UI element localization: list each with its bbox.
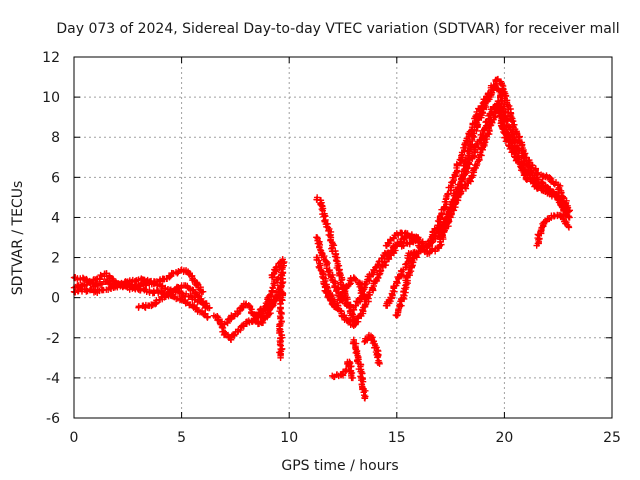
point-marker bbox=[315, 243, 323, 251]
point-marker bbox=[458, 152, 465, 159]
point-marker bbox=[403, 273, 410, 280]
point-marker bbox=[153, 287, 161, 294]
x-tick-label: 15 bbox=[388, 430, 406, 446]
series-track-22 bbox=[436, 101, 573, 241]
point-marker bbox=[351, 275, 359, 282]
point-marker bbox=[561, 202, 568, 210]
point-marker bbox=[513, 130, 520, 138]
y-tick-label: -2 bbox=[46, 331, 60, 347]
point-marker bbox=[265, 292, 273, 300]
point-marker bbox=[204, 314, 211, 321]
point-marker bbox=[377, 267, 385, 274]
point-marker bbox=[204, 304, 211, 311]
point-marker bbox=[239, 304, 246, 311]
point-marker bbox=[444, 190, 452, 197]
point-marker bbox=[431, 225, 438, 232]
point-marker bbox=[467, 141, 475, 148]
point-marker bbox=[374, 274, 382, 281]
point-marker bbox=[269, 271, 276, 279]
y-tick-label: 12 bbox=[42, 50, 60, 66]
point-marker bbox=[508, 117, 516, 125]
x-tick-label: 25 bbox=[603, 430, 621, 446]
point-marker bbox=[277, 354, 284, 362]
series-track-18 bbox=[392, 250, 422, 319]
point-marker bbox=[406, 240, 413, 248]
point-marker bbox=[361, 296, 368, 303]
point-marker bbox=[529, 174, 536, 182]
series-track-17 bbox=[382, 254, 413, 309]
point-marker bbox=[440, 204, 448, 212]
point-marker bbox=[86, 279, 94, 286]
series-track-10 bbox=[313, 194, 422, 325]
point-marker bbox=[168, 288, 175, 295]
point-marker bbox=[400, 242, 407, 249]
series-track-13 bbox=[320, 274, 369, 312]
data-points bbox=[70, 75, 574, 402]
point-marker bbox=[462, 155, 470, 163]
y-tick-label: 8 bbox=[51, 130, 60, 146]
series-track-14 bbox=[329, 358, 357, 382]
point-marker bbox=[231, 331, 238, 339]
y-axis-label: SDTVAR / TECUs bbox=[10, 181, 26, 296]
series-track-4 bbox=[135, 282, 211, 312]
point-marker bbox=[377, 268, 384, 275]
y-tick-label: 6 bbox=[51, 170, 60, 186]
point-marker bbox=[338, 276, 346, 283]
y-tick-label: 0 bbox=[51, 291, 60, 307]
x-tick-label: 20 bbox=[495, 430, 513, 446]
point-marker bbox=[436, 233, 444, 240]
x-tick-label: 5 bbox=[177, 430, 186, 446]
point-marker bbox=[403, 260, 411, 268]
point-marker bbox=[366, 277, 373, 284]
point-marker bbox=[348, 374, 355, 382]
x-tick-label: 10 bbox=[280, 430, 298, 446]
point-marker bbox=[329, 248, 336, 255]
point-marker bbox=[490, 86, 498, 93]
chart-title: Day 073 of 2024, Sidereal Day-to-day VTE… bbox=[56, 21, 619, 37]
point-marker bbox=[384, 249, 391, 257]
y-tick-label: -4 bbox=[46, 371, 60, 387]
point-marker bbox=[354, 318, 362, 325]
point-marker bbox=[199, 288, 207, 295]
point-marker bbox=[373, 277, 381, 285]
y-tick-label: 2 bbox=[51, 251, 60, 267]
series-track-15 bbox=[349, 336, 369, 402]
point-marker bbox=[342, 287, 349, 295]
y-tick-label: 10 bbox=[42, 90, 60, 106]
point-marker bbox=[526, 173, 533, 181]
point-marker bbox=[464, 148, 471, 155]
point-marker bbox=[199, 301, 207, 308]
series-track-11 bbox=[313, 234, 422, 314]
point-marker bbox=[366, 289, 373, 296]
point-marker bbox=[97, 271, 104, 279]
point-marker bbox=[371, 344, 378, 351]
point-marker bbox=[499, 85, 506, 92]
point-marker bbox=[390, 283, 398, 290]
x-tick-label: 0 bbox=[70, 430, 79, 446]
point-marker bbox=[376, 360, 383, 368]
point-marker bbox=[340, 313, 348, 321]
series-track-9 bbox=[268, 256, 288, 362]
x-axis-label: GPS time / hours bbox=[281, 458, 398, 474]
point-marker bbox=[362, 295, 369, 302]
point-marker bbox=[478, 152, 485, 159]
point-marker bbox=[388, 247, 396, 254]
point-marker bbox=[361, 394, 368, 402]
point-marker bbox=[278, 275, 285, 282]
series-track-16 bbox=[361, 331, 383, 368]
point-marker bbox=[146, 286, 153, 294]
point-marker bbox=[225, 333, 232, 340]
point-marker bbox=[277, 328, 284, 335]
y-tick-label: -6 bbox=[46, 411, 60, 427]
y-tick-label: 4 bbox=[51, 210, 60, 226]
point-marker bbox=[457, 188, 464, 196]
point-marker bbox=[279, 278, 287, 286]
